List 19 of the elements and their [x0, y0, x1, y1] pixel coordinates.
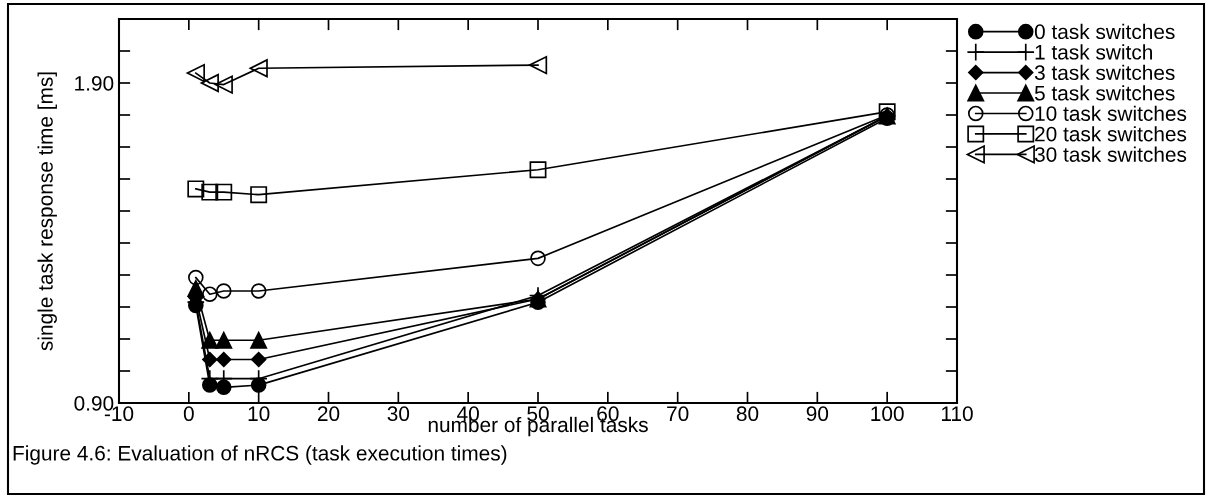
x-tick-label: 30 — [387, 406, 410, 422]
x-tick-label: 90 — [806, 406, 829, 422]
y-tick-label: 1.90 — [75, 76, 114, 91]
legend-label: 0 task switches — [1034, 23, 1175, 40]
legend-label: 1 task switch — [1035, 44, 1152, 60]
x-tick-label: 80 — [736, 406, 759, 422]
x-tick-label: 70 — [667, 406, 689, 422]
x-tick-label: 110 — [941, 406, 973, 422]
x-tick-label: 10 — [248, 406, 270, 422]
legend-label: 20 task switches — [1035, 126, 1187, 142]
legend-label: 3 task switches — [1034, 64, 1175, 81]
legend-label: 5 task switches — [1034, 85, 1175, 101]
x-tick-label: 0 — [183, 406, 194, 422]
x-tick-label: 100 — [871, 406, 904, 422]
y-axis-title: single task response time [ms] — [37, 72, 57, 351]
caption: Figure 4.6: Evaluation of nRCS (task execution times) — [13, 445, 507, 465]
legend-label: 10 task switches — [1035, 105, 1187, 121]
x-tick-label: 20 — [317, 406, 340, 422]
legend-label: 30 task switches — [1034, 146, 1187, 162]
